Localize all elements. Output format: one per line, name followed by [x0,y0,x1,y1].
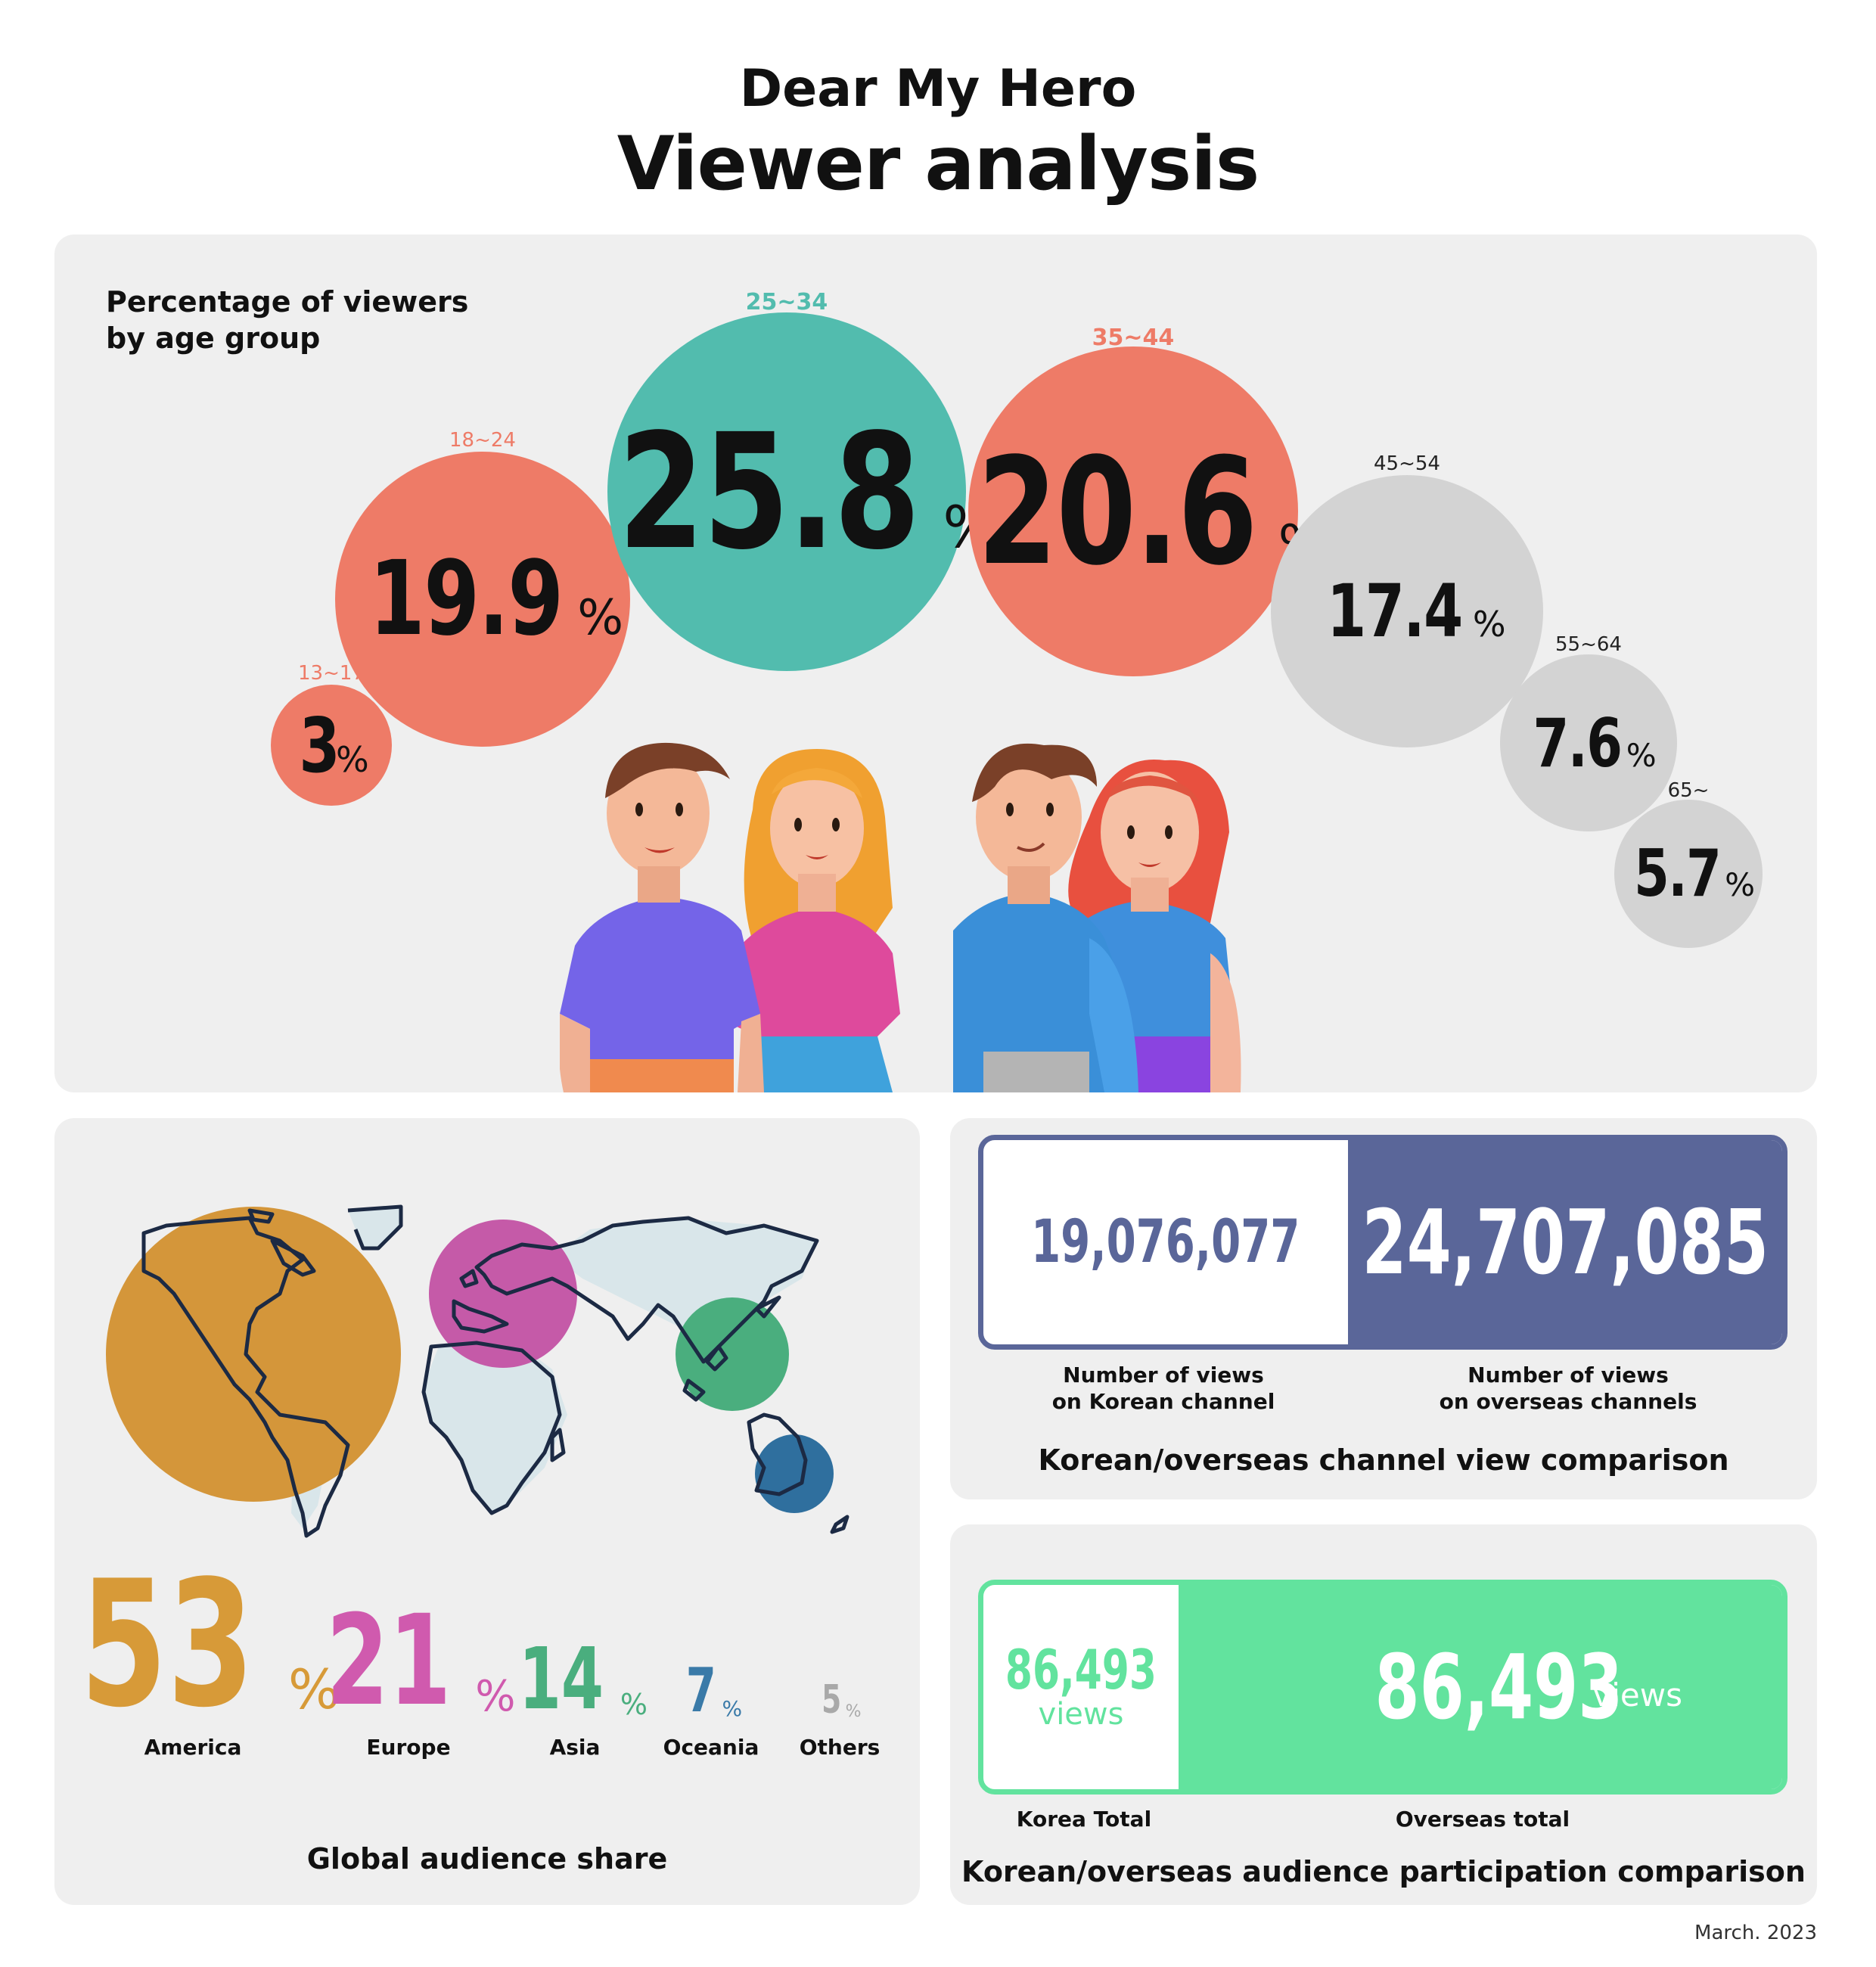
korea-participation-cell: 86,493 views [983,1585,1179,1789]
oceania-region [755,1434,834,1513]
overseas-participation-cell: 86,493 views [1179,1585,1782,1789]
korea-total-label: Korea Total [1016,1807,1152,1832]
age-pct-symbol: % [577,590,624,646]
footer-date: March. 2023 [1694,1922,1817,1944]
america-item: 53% America [68,1558,340,1760]
america-region [106,1207,401,1502]
greenland-shape [348,1207,401,1248]
oceania-label: Oceania [663,1735,759,1760]
age-bubble-35-44: 20.6% [968,346,1328,676]
america-value: 53 [79,1544,255,1746]
page-title: Viewer analysis [617,121,1259,207]
overseas-views-label: Number of views on overseas channels [1349,1362,1787,1415]
age-section-label: Percentage of viewers by age group [106,284,468,356]
asia-value: 14 [518,1630,604,1729]
world-map [106,1204,849,1538]
age-pct-symbol: % [1725,866,1755,903]
overseas-participation-bar [1179,1585,1782,1789]
age-label-35-44: 35~44 [1092,325,1175,351]
overseas-views-label-line2: on overseas channels [1439,1389,1697,1414]
asia-item: 14% Asia [499,1577,651,1760]
person-1 [560,742,764,1092]
region-values: 53% America 21% Europe 14% Asia 7% Ocean… [68,1558,900,1774]
america-pct: % [287,1658,340,1721]
others-label: Others [799,1735,881,1760]
age-bubble-65-: 5.7% [1614,800,1763,948]
continent-outlines [141,1204,849,1538]
others-item: 5% Others [779,1577,900,1760]
overseas-views-bar [1348,1140,1782,1344]
age-section-label-line1: Percentage of viewers [106,285,469,319]
age-bubble-45-54: 17.4% [1271,475,1543,747]
europe-item: 21% Europe [310,1577,516,1760]
age-value-18-24: 19.9 [369,539,564,659]
age-bubble-55-64: 7.6% [1500,654,1677,831]
person-3 [953,743,1138,1092]
europe-pct: % [475,1672,516,1721]
others-value: 5 [822,1677,842,1723]
korean-views-cell: 19,076,077 [983,1140,1348,1344]
participation-section-title: Korean/overseas audience participation c… [961,1855,1806,1888]
participation-bar-frame: 86,493 views 86,493 views [978,1580,1787,1795]
views-bar-frame: 19,076,077 24,707,085 [978,1135,1787,1350]
age-label-18-24: 18~24 [449,429,516,452]
korean-views-label: Number of views on Korean channel [978,1362,1349,1415]
age-value-45-54: 17.4 [1327,569,1464,654]
europe-label: Europe [366,1735,451,1760]
overseas-participation-unit: views [1592,1676,1682,1714]
age-label-55-64: 55~64 [1555,633,1622,656]
overseas-participation-value: 86,493 [1374,1635,1623,1739]
asia-region [676,1297,789,1411]
korea-participation-unit: views [1038,1697,1124,1732]
global-section-title: Global audience share [306,1842,668,1875]
age-bubble-25-34: 25.8% [607,312,998,671]
asia-pct: % [620,1688,648,1721]
page-subtitle: Dear My Hero [739,59,1137,119]
korea-participation-value: 86,493 [1005,1638,1157,1701]
age-value-65-: 5.7 [1634,836,1722,912]
overseas-total-label: Overseas total [1395,1807,1570,1832]
age-pct-symbol: % [1472,604,1506,645]
oceania-item: 7% Oceania [643,1577,779,1760]
america-label: America [144,1735,242,1760]
age-label-45-54: 45~54 [1374,452,1440,475]
age-pct-symbol: % [1626,736,1657,774]
korean-views-label-line1: Number of views [1063,1363,1264,1387]
age-bubble-13-17: 3% [271,685,392,806]
age-value-13-17: 3 [299,701,340,790]
overseas-views-label-line1: Number of views [1468,1363,1669,1387]
oceania-pct: % [722,1696,743,1721]
korean-views-value: 19,076,077 [1031,1208,1300,1276]
age-value-55-64: 7.6 [1533,704,1623,782]
others-pct: % [845,1702,862,1721]
age-value-35-44: 20.6 [977,425,1258,598]
korean-views-label-line2: on Korean channel [1051,1389,1275,1414]
age-label-25-34: 25~34 [745,289,828,315]
oceania-value: 7 [685,1655,716,1726]
europe-value: 21 [325,1588,452,1733]
person-2 [726,749,900,1092]
asia-label: Asia [549,1735,601,1760]
age-bubble-18-24: 19.9% [335,452,630,747]
age-label-65-: 65~ [1667,779,1710,802]
people-illustration [560,742,1241,1092]
age-section-label-line2: by age group [106,322,321,355]
overseas-views-cell: 24,707,085 [1348,1140,1782,1344]
age-pct-symbol: % [335,738,369,780]
overseas-views-value: 24,707,085 [1362,1190,1769,1294]
views-section-title: Korean/overseas channel view comparison [1038,1443,1729,1477]
age-value-25-34: 25.8 [618,399,921,585]
